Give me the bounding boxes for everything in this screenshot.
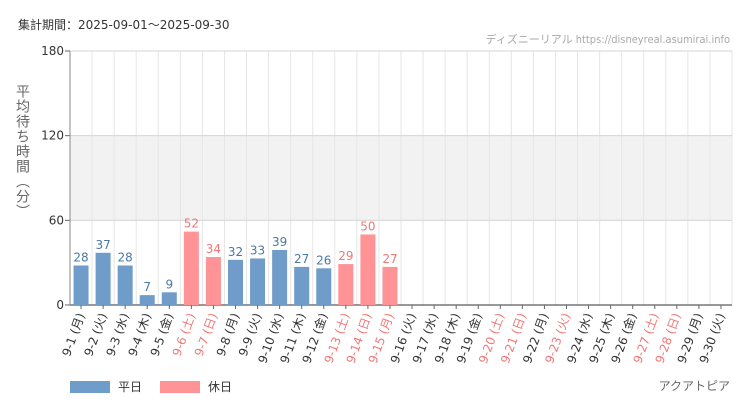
- data-label: 27: [382, 252, 397, 266]
- data-label: 39: [272, 235, 287, 249]
- legend-label-weekday: 平日: [118, 380, 143, 394]
- bar: [250, 258, 266, 305]
- bar: [183, 231, 199, 305]
- y-tick-label: 60: [49, 213, 64, 227]
- bar: [382, 266, 398, 305]
- data-label: 28: [73, 250, 88, 264]
- legend-item-holiday[interactable]: 休日: [160, 378, 232, 395]
- bar: [117, 265, 133, 305]
- bars: [73, 231, 398, 305]
- bar: [338, 264, 354, 305]
- bar: [161, 292, 177, 305]
- bar: [73, 265, 89, 305]
- data-label: 28: [118, 250, 133, 264]
- y-tick-label: 0: [56, 298, 64, 312]
- site-watermark: ディズニーリアル https://disneyreal.asumirai.inf…: [485, 33, 730, 46]
- data-label: 33: [250, 243, 265, 257]
- x-tick-labels: 9-1 (月)9-2 (火)9-3 (水)9-4 (木)9-5 (金)9-6 (…: [59, 311, 727, 365]
- legend-item-weekday[interactable]: 平日: [70, 378, 142, 395]
- bar: [95, 252, 111, 305]
- data-label: 9: [165, 277, 173, 291]
- y-tick-label: 180: [41, 44, 64, 58]
- data-labels: 28 37 28 7 9 52 34 32 33 39 27 26 29 50 27: [73, 217, 397, 295]
- data-label: 52: [184, 217, 199, 231]
- data-label: 7: [143, 280, 151, 294]
- legend: 平日 休日: [70, 378, 250, 395]
- legend-label-holiday: 休日: [208, 380, 233, 394]
- period-label: 集計期間：2025-09-01～2025-09-30: [18, 18, 230, 32]
- data-label: 26: [316, 253, 331, 267]
- y-tick-labels: 0 60 120 180: [41, 44, 64, 312]
- bar: [316, 268, 332, 305]
- bar: [205, 257, 221, 305]
- grid-lines: [65, 50, 733, 309]
- data-label: 27: [294, 252, 309, 266]
- y-tick-label: 120: [41, 129, 64, 143]
- bar: [272, 249, 288, 305]
- bar: [139, 295, 155, 305]
- bar: [228, 259, 243, 305]
- bar: [360, 234, 376, 305]
- y-axis-label: 平均待ち時間（分）: [14, 84, 30, 219]
- legend-swatch-holiday: [160, 380, 201, 393]
- facility-name: アクアトピア: [658, 379, 730, 393]
- data-label: 37: [95, 238, 110, 252]
- data-label: 50: [360, 219, 375, 233]
- data-label: 29: [338, 249, 353, 263]
- data-label: 32: [228, 245, 243, 259]
- data-label: 34: [206, 242, 221, 256]
- bar: [294, 266, 310, 305]
- legend-swatch-weekday: [70, 380, 110, 393]
